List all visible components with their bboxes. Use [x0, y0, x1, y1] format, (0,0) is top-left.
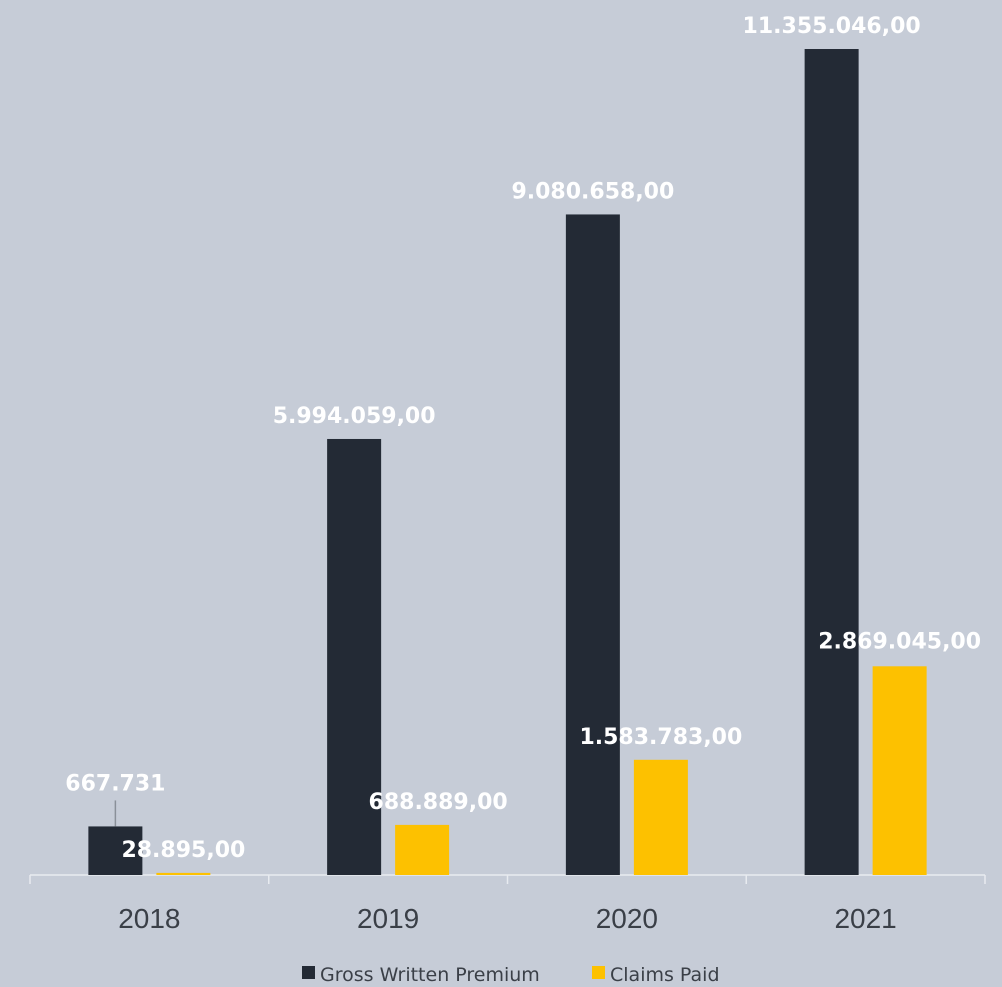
x-tick-label-2021: 2021: [834, 903, 896, 934]
bar-gross-written-premium-2020: [565, 214, 620, 875]
legend-label-claims-paid: Claims Paid: [610, 964, 720, 986]
data-label-claims-paid-2018: 28.895,00: [121, 838, 245, 863]
bar-claims-paid-2019: [395, 824, 450, 875]
legend-swatch-claims-paid: [592, 966, 605, 979]
value-labels-group: 667.731 28.895,00 5.994.059,00 688.889,00 9.…: [65, 14, 981, 863]
legend-swatch-gross-written-premium: [302, 966, 315, 979]
bar-claims-paid-2021: [872, 666, 927, 875]
data-label-gross-written-premium-2021: 11.355.046,00: [743, 14, 921, 39]
legend: Gross Written Premium Claims Paid: [302, 964, 720, 986]
data-label-gross-written-premium-2020: 9.080.658,00: [511, 179, 674, 204]
bars-group: [88, 49, 927, 875]
bar-claims-paid-2018: [156, 872, 211, 875]
data-label-claims-paid-2021: 2.869.045,00: [818, 629, 981, 654]
bar-gross-written-premium-2021: [804, 49, 859, 875]
data-label-claims-paid-2019: 688.889,00: [369, 790, 508, 815]
x-tick-label-2020: 2020: [596, 903, 658, 934]
x-tick-labels: 2018 2019 2020 2021: [118, 903, 897, 934]
bar-gross-written-premium-2018: [88, 826, 143, 875]
data-label-gross-written-premium-2019: 5.994.059,00: [273, 404, 436, 429]
bar-claims-paid-2020: [633, 759, 688, 875]
x-tick-label-2018: 2018: [118, 903, 180, 934]
data-label-gross-written-premium-2018: 667.731: [65, 771, 165, 796]
x-tick-label-2019: 2019: [357, 903, 419, 934]
legend-label-gross-written-premium: Gross Written Premium: [320, 964, 540, 986]
x-axis-ticks: [29, 875, 986, 884]
data-label-claims-paid-2020: 1.583.783,00: [579, 725, 742, 750]
bar-gross-written-premium-2019: [327, 438, 382, 875]
